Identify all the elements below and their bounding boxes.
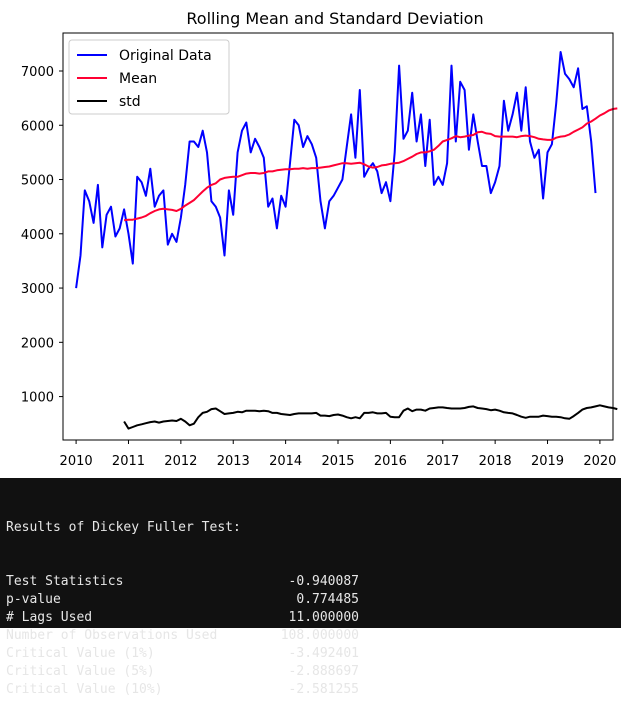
y-tick-label: 4000 [21, 228, 54, 243]
y-tick-label: 1000 [21, 391, 54, 406]
stat-value: -2.581255 [288, 682, 359, 697]
dickey-fuller-output: Results of Dickey Fuller Test: Test Stat… [0, 478, 621, 697]
stat-label: # Lags Used [6, 610, 93, 625]
stat-label: Critical Value (5%) [6, 664, 155, 679]
stat-value: -0.940087 [288, 574, 359, 589]
stat-row: Critical Value (1%) -3.492401 [6, 645, 621, 663]
y-tick-label: 3000 [21, 282, 54, 297]
stat-label: Critical Value (1%) [6, 646, 155, 661]
stat-label: p-value [6, 592, 61, 607]
y-tick-label: 6000 [21, 119, 54, 134]
legend-label-std: std [119, 94, 141, 110]
console-header: Results of Dickey Fuller Test: [6, 519, 621, 537]
stat-label: Critical Value (10%) [6, 682, 163, 697]
console-header-text: Results of Dickey Fuller Test: [6, 520, 241, 535]
x-tick-label: 2017 [426, 454, 459, 469]
y-tick-label: 7000 [21, 65, 54, 80]
x-tick-label: 2014 [269, 454, 302, 469]
legend-label-mean: Mean [119, 71, 157, 87]
stat-value: 11.000000 [288, 610, 359, 625]
stat-row: # Lags Used 11.000000 [6, 609, 621, 627]
y-tick-label: 2000 [21, 336, 54, 351]
x-tick-label: 2016 [374, 454, 407, 469]
stat-value: -3.492401 [288, 646, 359, 661]
x-tick-label: 2013 [217, 454, 250, 469]
x-tick-label: 2020 [583, 454, 616, 469]
chart-title: Rolling Mean and Standard Deviation [186, 9, 483, 28]
stat-label: Test Statistics [6, 574, 124, 589]
x-tick-label: 2012 [164, 454, 197, 469]
x-tick-label: 2018 [479, 454, 512, 469]
legend: Original Data Mean std [68, 39, 230, 115]
stat-row: Critical Value (5%) -2.888697 [6, 663, 621, 681]
x-tick-label: 2015 [321, 454, 354, 469]
chart-area: Rolling Mean and Standard Deviation 2010… [20, 9, 618, 469]
legend-box [68, 39, 230, 115]
series-line-std [123, 404, 618, 430]
stat-label: Number of Observations Used [6, 628, 218, 643]
rolling-stats-chart: Rolling Mean and Standard Deviation 2010… [20, 9, 618, 469]
x-tick-label: 2011 [112, 454, 145, 469]
stat-value: 0.774485 [296, 592, 359, 607]
y-tick-label: 5000 [21, 174, 54, 189]
stat-row: p-value 0.774485 [6, 591, 621, 609]
stat-row: Test Statistics -0.940087 [6, 573, 621, 591]
stat-value: -2.888697 [288, 664, 359, 679]
stat-row: Critical Value (10%) -2.581255 [6, 681, 621, 699]
series-line-original-data [75, 51, 597, 289]
series-line-mean [123, 107, 618, 222]
legend-label-original-data: Original Data [119, 48, 212, 64]
x-tick-label: 2010 [60, 454, 93, 469]
stat-row: Number of Observations Used 108.000000 [6, 627, 621, 645]
stat-value: 108.000000 [280, 628, 359, 643]
x-tick-label: 2019 [531, 454, 564, 469]
